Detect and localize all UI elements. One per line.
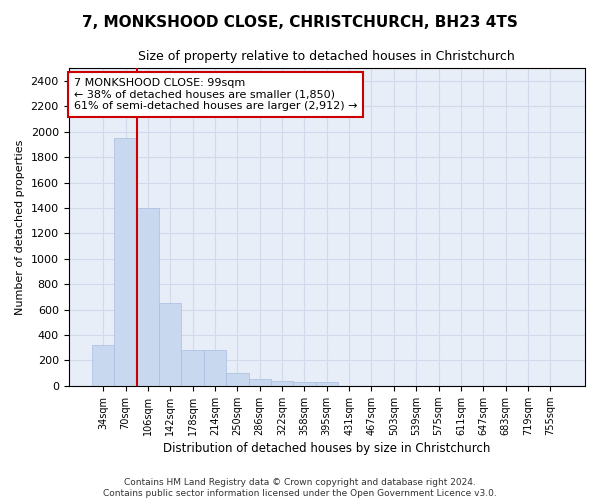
- Bar: [271, 381, 293, 386]
- Bar: [204, 350, 226, 386]
- Bar: [115, 138, 137, 386]
- Bar: [159, 304, 181, 386]
- X-axis label: Distribution of detached houses by size in Christchurch: Distribution of detached houses by size …: [163, 442, 490, 455]
- Bar: [137, 208, 159, 386]
- Text: Contains HM Land Registry data © Crown copyright and database right 2024.
Contai: Contains HM Land Registry data © Crown c…: [103, 478, 497, 498]
- Bar: [92, 345, 115, 386]
- Text: 7 MONKSHOOD CLOSE: 99sqm
← 38% of detached houses are smaller (1,850)
61% of sem: 7 MONKSHOOD CLOSE: 99sqm ← 38% of detach…: [74, 78, 357, 111]
- Bar: [316, 382, 338, 386]
- Y-axis label: Number of detached properties: Number of detached properties: [15, 140, 25, 315]
- Bar: [248, 380, 271, 386]
- Bar: [226, 373, 248, 386]
- Bar: [181, 350, 204, 386]
- Bar: [293, 382, 316, 386]
- Title: Size of property relative to detached houses in Christchurch: Size of property relative to detached ho…: [139, 50, 515, 63]
- Text: 7, MONKSHOOD CLOSE, CHRISTCHURCH, BH23 4TS: 7, MONKSHOOD CLOSE, CHRISTCHURCH, BH23 4…: [82, 15, 518, 30]
